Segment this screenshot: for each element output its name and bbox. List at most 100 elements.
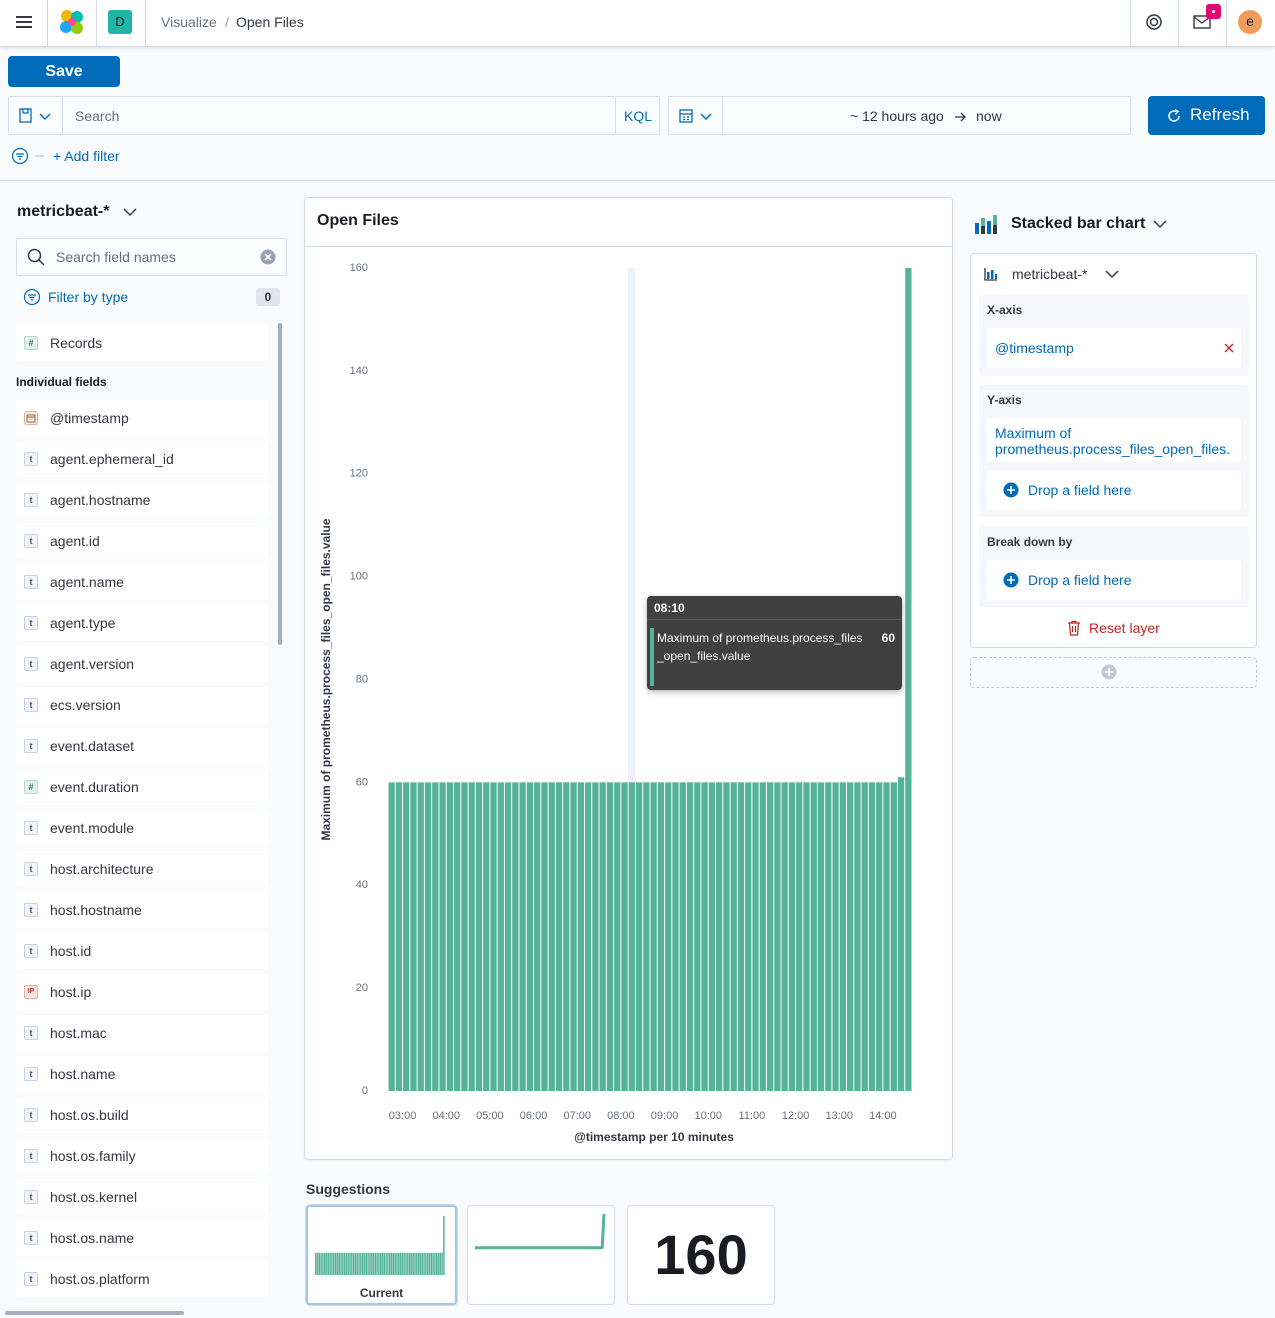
layer-icon — [983, 266, 999, 282]
chevron-icon — [1104, 267, 1120, 281]
suggestion-label: Current — [308, 1283, 455, 1303]
field-name: host.os.name — [50, 1228, 134, 1248]
dimension-button[interactable]: Maximum of prometheus.process_files_open… — [987, 418, 1241, 462]
field-item[interactable]: tagent.hostname — [16, 482, 268, 518]
field-item[interactable]: thost.os.kernel — [16, 1179, 268, 1215]
field-type-icon: t — [24, 452, 38, 466]
field-name: event.duration — [50, 777, 139, 797]
field-item[interactable]: thost.hostname — [16, 892, 268, 928]
divider — [615, 97, 616, 134]
drop-label: Drop a field here — [1028, 570, 1132, 590]
field-type-icon: t — [24, 698, 38, 712]
suggestion-card[interactable]: 160 — [627, 1205, 775, 1305]
chart-switch[interactable]: Stacked bar chart — [1011, 213, 1145, 235]
field-item[interactable]: thost.mac — [16, 1015, 268, 1051]
field-item[interactable]: thost.id — [16, 933, 268, 969]
field-item[interactable]: t agent.name — [16, 564, 268, 600]
field-item[interactable]: thost.os.platform — [16, 1261, 268, 1297]
breadcrumb[interactable]: Visualize — [161, 12, 217, 32]
plus-icon — [1101, 664, 1117, 680]
field-item[interactable]: IPhost.ip — [16, 974, 268, 1010]
remove-dimension-button[interactable] — [1224, 343, 1234, 353]
field-item[interactable]: tagent.id — [16, 523, 268, 559]
field-item[interactable]: tecs.version — [16, 687, 268, 723]
field-item[interactable]: thost.os.family — [16, 1138, 268, 1174]
drop-zone[interactable]: Drop a field here — [987, 470, 1241, 510]
breadcrumb: Open Files — [236, 12, 304, 32]
field-item[interactable]: t agent.ephemeral_id — [16, 441, 268, 477]
space-avatar[interactable]: D — [108, 10, 132, 34]
add-filter-button[interactable]: + Add filter — [53, 146, 120, 166]
suggestion-card[interactable]: Current — [306, 1205, 457, 1305]
filter-by-type-button[interactable]: Filter by type — [48, 287, 128, 307]
field-type-icon: t — [24, 575, 38, 589]
chart-type-icon — [974, 213, 1002, 235]
field-item[interactable]: thost.name — [16, 1056, 268, 1092]
break-down-section: Break down by Drop a field here — [979, 527, 1249, 607]
field-name: agent.ephemeral_id — [50, 449, 174, 469]
chevron-icon — [1152, 217, 1168, 231]
y-axis-section: Y-axis Maximum of prometheus.process_fil… — [979, 385, 1249, 517]
clear-search-button[interactable] — [260, 249, 276, 265]
refresh-icon — [1166, 108, 1182, 124]
field-item[interactable]: tevent.dataset — [16, 728, 268, 764]
field-item[interactable]: t agent.version — [16, 646, 268, 682]
field-name: host.os.build — [50, 1105, 129, 1125]
field-type-icon: t — [24, 1108, 38, 1122]
index-pattern-switcher[interactable]: metricbeat-* — [17, 201, 109, 223]
time-start[interactable]: ~ 12 hours ago — [850, 106, 944, 126]
menu-button[interactable] — [15, 14, 33, 30]
field-name: @timestamp — [50, 408, 129, 428]
field-item[interactable]: @timestamp — [16, 400, 268, 436]
field-name: agent.name — [50, 572, 124, 592]
field-type-icon: t — [24, 862, 38, 876]
reset-layer-button[interactable]: Reset layer — [1089, 618, 1160, 638]
field-type-icon: t — [24, 657, 38, 671]
x-axis-section: X-axis @timestamp — [979, 295, 1249, 376]
plus-icon — [1003, 482, 1019, 498]
refresh-label: Refresh — [1190, 104, 1250, 126]
divider — [62, 97, 63, 134]
field-item[interactable]: tagent.type — [16, 605, 268, 641]
field-name: host.name — [50, 1064, 115, 1084]
divider — [1226, 0, 1227, 47]
filter-count: 0 — [256, 288, 280, 306]
plus-icon — [1003, 572, 1019, 588]
field-name: host.os.family — [50, 1146, 136, 1166]
saved-query-button[interactable] — [18, 108, 54, 124]
help-button[interactable] — [1145, 13, 1163, 31]
field-item[interactable]: t host.architecture — [16, 851, 268, 887]
field-type-icon: IP — [24, 985, 38, 999]
field-type-icon: t — [24, 1190, 38, 1204]
field-item[interactable]: tevent.module — [16, 810, 268, 846]
section-label: X-axis — [987, 300, 1022, 320]
field-name: agent.id — [50, 531, 100, 551]
suggestion-card[interactable] — [467, 1205, 615, 1305]
quick-menu-button[interactable] — [678, 108, 714, 124]
field-type-icon: t — [24, 493, 38, 507]
field-name: agent.version — [50, 654, 134, 674]
dimension-button[interactable]: @timestamp — [987, 328, 1241, 368]
filter-options-button[interactable] — [11, 147, 47, 165]
field-item[interactable]: #Records — [16, 325, 268, 361]
layer-index-pattern[interactable]: metricbeat-* — [1012, 264, 1087, 284]
language-switcher[interactable]: KQL — [624, 106, 652, 126]
filter-icon — [23, 288, 41, 306]
dimension-label: @timestamp — [995, 338, 1074, 358]
field-name: Records — [50, 333, 102, 353]
time-end[interactable]: now — [976, 106, 1002, 126]
field-item[interactable]: thost.os.name — [16, 1220, 268, 1256]
date-icon — [24, 411, 38, 425]
tooltip-label: Maximum of prometheus.process_files_open… — [657, 629, 869, 665]
field-item[interactable]: #event.duration — [16, 769, 268, 805]
search-icon — [27, 248, 45, 266]
trash-icon — [1066, 620, 1082, 636]
field-item[interactable]: t host.os.build — [16, 1097, 268, 1133]
save-button[interactable]: Save — [8, 56, 120, 87]
field-name: host.architecture — [50, 859, 154, 879]
logo[interactable] — [58, 9, 86, 37]
drop-zone[interactable]: Drop a field here — [987, 560, 1241, 600]
search-input[interactable]: Search — [75, 106, 119, 126]
user-avatar[interactable]: e — [1238, 10, 1262, 34]
